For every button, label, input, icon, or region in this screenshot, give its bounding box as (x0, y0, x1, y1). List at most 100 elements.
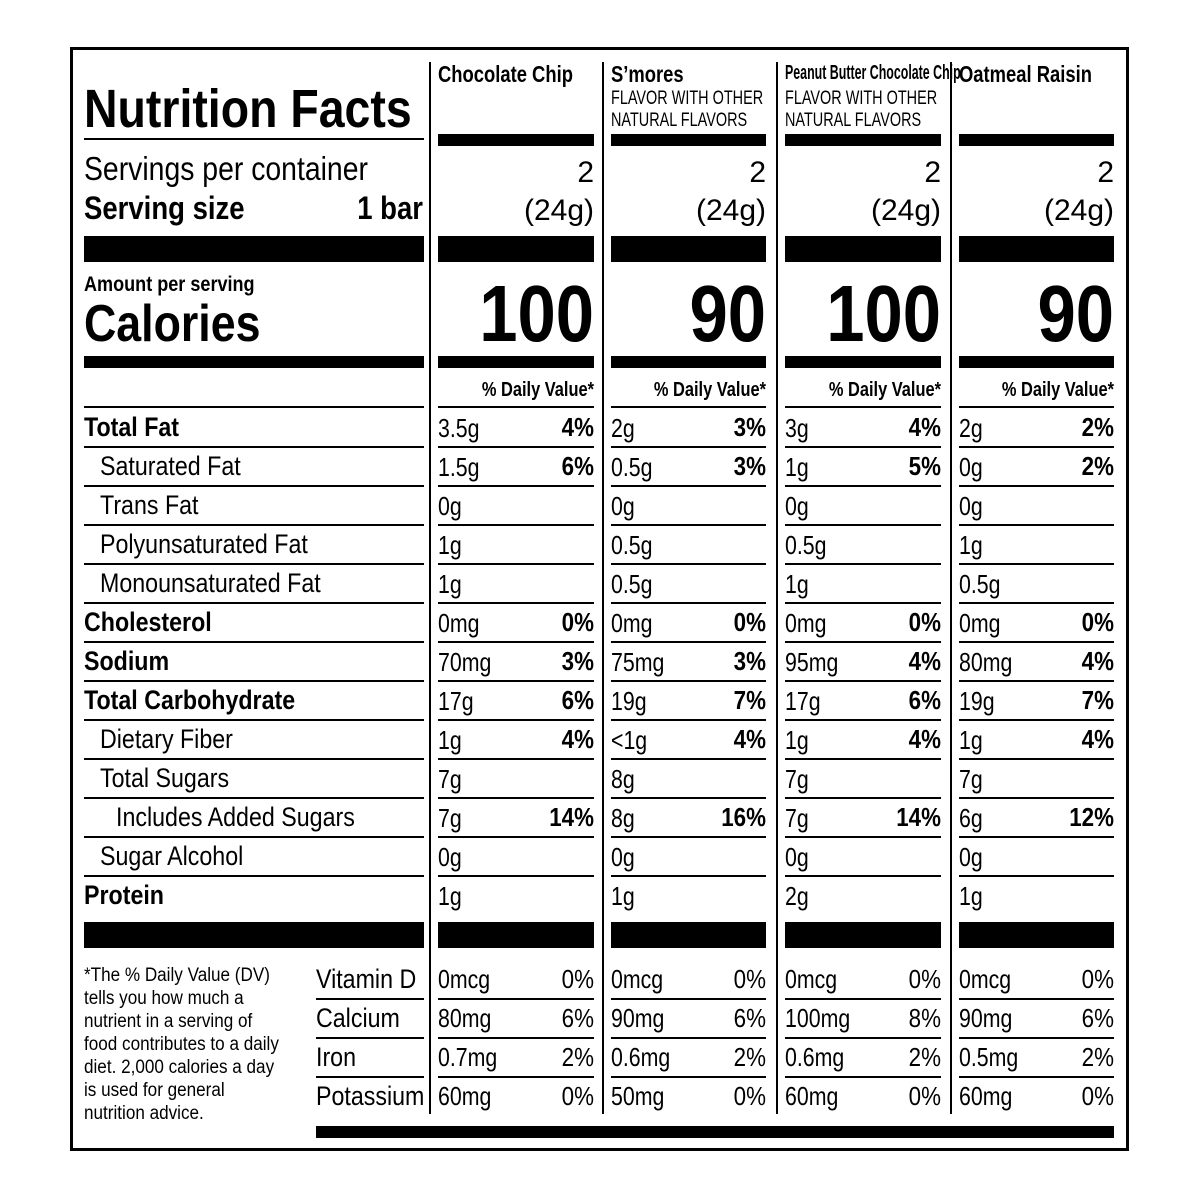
protein-bar (959, 922, 1114, 948)
nutrient-rule (785, 602, 941, 604)
vitamin-dv: 2% (908, 1042, 941, 1072)
nutrient-rule (84, 602, 424, 604)
nutrient-rule (611, 602, 766, 604)
nutrient-name: Sodium (84, 646, 170, 676)
calories-value: 100 (479, 269, 594, 358)
col-divider (776, 62, 778, 1114)
vitamin-amount: 90mg (611, 1003, 665, 1033)
vitamin-dv: 8% (908, 1003, 941, 1033)
vitamin-dv: 0% (733, 964, 766, 994)
nutrient-amount: 0g (611, 842, 635, 872)
nutrient-dv: 4% (561, 412, 594, 442)
nutrient-amount: 1g (438, 725, 462, 755)
nutrient-name: Total Carbohydrate (84, 685, 296, 715)
nutrient-amount: 2g (611, 413, 635, 443)
vitamin-dv: 2% (561, 1042, 594, 1072)
nutrient-rule (785, 563, 941, 565)
vitamin-amount: 50mg (611, 1081, 665, 1111)
nutrient-rule (84, 446, 424, 448)
vitamin-dv: 0% (733, 1081, 766, 1111)
nutrient-rule (959, 758, 1114, 760)
flavor-subtitle: FLAVOR WITH OTHER NATURAL FLAVORS (785, 88, 938, 131)
nutrient-dv: 3% (561, 646, 594, 676)
nutrient-amount: 3.5g (438, 413, 480, 443)
nutrient-amount: 3g (785, 413, 809, 443)
calories-value: 90 (689, 269, 766, 358)
calories-value: 100 (826, 269, 941, 358)
servings-value: 2 (1097, 156, 1114, 189)
vitamin-dv: 0% (1081, 964, 1114, 994)
calories-value: 90 (1037, 269, 1114, 358)
nutrient-amount: 1.5g (438, 452, 480, 482)
nutrient-amount: 19g (959, 686, 995, 716)
nutrient-amount: 0.5g (611, 452, 653, 482)
protein-bar (611, 922, 766, 948)
nutrient-amount: 0g (959, 842, 983, 872)
nutrient-rule (785, 485, 941, 487)
nutrient-amount: 1g (785, 725, 809, 755)
vitamin-rule (316, 998, 424, 1000)
nutrient-amount: 0mg (785, 608, 827, 638)
nutrient-rule (785, 446, 941, 448)
bottom-bar (316, 1126, 1114, 1138)
nutrient-rule (611, 719, 766, 721)
nutrient-amount: 0mg (611, 608, 653, 638)
nutrient-amount: 0g (959, 491, 983, 521)
nutrient-amount: 19g (611, 686, 647, 716)
nutrient-rule (785, 680, 941, 682)
nutrient-amount: 7g (785, 803, 809, 833)
vitamin-amount: 0.6mg (785, 1042, 845, 1072)
vitamin-amount: 0.5mg (959, 1042, 1019, 1072)
vitamin-dv: 2% (1081, 1042, 1114, 1072)
nutrient-rule (611, 875, 766, 877)
dv-header-rule (785, 406, 941, 408)
calories-bar (611, 356, 766, 368)
vitamin-dv: 0% (1081, 1081, 1114, 1111)
nutrient-rule (438, 719, 594, 721)
nutrient-rule (84, 641, 424, 643)
nutrient-rule (785, 836, 941, 838)
vitamin-dv: 6% (733, 1003, 766, 1033)
nutrient-rule (438, 602, 594, 604)
vitamin-rule (785, 1076, 941, 1078)
servings-value: 2 (577, 156, 594, 189)
vitamin-rule (959, 1037, 1114, 1039)
nutrient-rule (84, 758, 424, 760)
nutrient-amount: 6g (959, 803, 983, 833)
vitamin-name: Potassium (316, 1081, 425, 1111)
vitamin-name: Calcium (316, 1003, 400, 1033)
nutrient-dv: 14% (896, 802, 941, 832)
nutrient-name: Total Fat (84, 412, 180, 442)
nutrient-rule (611, 680, 766, 682)
nutrient-dv: 4% (908, 646, 941, 676)
nutrient-rule (438, 524, 594, 526)
vitamin-name: Iron (316, 1042, 357, 1072)
nutrient-rule (611, 641, 766, 643)
nutrient-rule (611, 524, 766, 526)
vitamin-rule (611, 1076, 766, 1078)
nutrient-amount: 0.5g (785, 530, 827, 560)
nutrient-dv: 2% (1081, 451, 1114, 481)
amount-per-serving: Amount per serving (84, 273, 255, 296)
nutrient-amount: 2g (785, 881, 809, 911)
vitamin-dv: 0% (561, 1081, 594, 1111)
flavor-header-bar (611, 134, 766, 146)
nutrient-rule (611, 758, 766, 760)
vitamin-dv: 0% (908, 1081, 941, 1111)
nutrient-rule (84, 680, 424, 682)
nutrient-name: Monounsaturated Fat (100, 568, 321, 598)
label-title: Nutrition Facts (84, 79, 412, 139)
nutrient-rule (959, 836, 1114, 838)
nutrient-dv: 3% (733, 451, 766, 481)
nutrient-dv: 7% (733, 685, 766, 715)
nutrient-amount: 2g (959, 413, 983, 443)
flavor-header-bar (438, 134, 594, 146)
nutrient-rule (438, 797, 594, 799)
vitamin-amount: 60mg (785, 1081, 839, 1111)
nutrient-amount: 1g (611, 881, 635, 911)
nutrient-name: Total Sugars (100, 763, 230, 793)
servings-value: 2 (749, 156, 766, 189)
vitamin-amount: 90mg (959, 1003, 1013, 1033)
nutrient-dv: 4% (908, 724, 941, 754)
vitamin-amount: 0mcg (959, 964, 1012, 994)
